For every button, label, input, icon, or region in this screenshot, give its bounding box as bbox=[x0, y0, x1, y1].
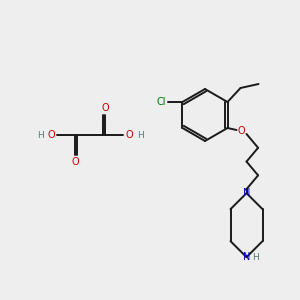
Text: O: O bbox=[47, 130, 55, 140]
Text: O: O bbox=[101, 103, 109, 113]
Text: O: O bbox=[71, 157, 79, 167]
Text: N: N bbox=[243, 252, 250, 262]
Text: H: H bbox=[136, 130, 143, 140]
Text: H: H bbox=[252, 253, 259, 262]
Text: H: H bbox=[37, 130, 44, 140]
Text: Cl: Cl bbox=[157, 97, 166, 107]
Text: O: O bbox=[238, 126, 245, 136]
Text: N: N bbox=[243, 188, 250, 198]
Text: O: O bbox=[125, 130, 133, 140]
